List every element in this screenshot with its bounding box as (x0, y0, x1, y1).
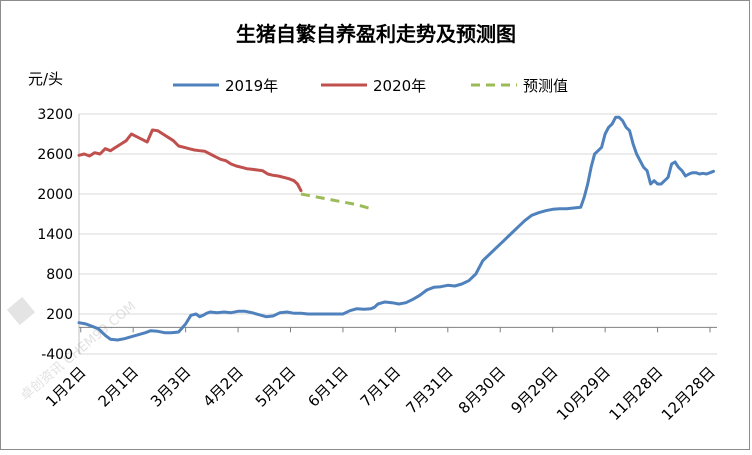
legend-label-2: 预测值 (523, 77, 568, 95)
y-tick-label: 800 (46, 267, 73, 283)
x-tick-label: 7月1日 (357, 363, 404, 410)
gridlines (79, 113, 717, 355)
series-line-1 (77, 128, 303, 193)
x-tick-label: 10月29日 (553, 363, 614, 424)
y-tick-label: 2000 (37, 187, 73, 203)
plot-area (77, 115, 715, 342)
y-axis-ticks: -400 200 800 1400 2000 2600 3200 (37, 107, 80, 363)
x-tick-label: 3月3日 (147, 363, 194, 410)
watermark-logo-mark (6, 296, 36, 326)
x-tick-label: 11月28日 (605, 363, 666, 424)
legend: 2019年 2020年 预测值 (173, 77, 568, 95)
y-tick-label: 3200 (37, 107, 73, 123)
series-line-2 (300, 192, 372, 211)
y-tick-label: 1400 (37, 227, 73, 243)
legend-label-0: 2019年 (225, 77, 278, 95)
series-line-0 (77, 115, 715, 342)
x-tick-label: 12月28日 (658, 363, 719, 424)
y-tick-label: 2600 (37, 147, 73, 163)
y-tick-label: 200 (46, 307, 73, 323)
x-tick-label: 4月2日 (199, 363, 246, 410)
y-tick-label: -400 (41, 347, 73, 363)
x-tick-label: 2月1日 (95, 363, 142, 410)
x-tick-label: 7月31日 (402, 363, 456, 417)
legend-label-1: 2020年 (373, 77, 426, 95)
x-axis: 1月2日 2月1日 3月3日 4月2日 5月2日 6月1日 7月1日7月31日8月30日9月… (42, 326, 719, 424)
x-tick-label: 9月29日 (507, 363, 561, 417)
x-tick-label: 5月2日 (252, 363, 299, 410)
x-tick-label: 6月1日 (304, 363, 351, 410)
x-tick-label: 8月30日 (455, 363, 509, 417)
y-axis-label: 元/头 (28, 70, 63, 88)
chart-title: 生猪自繁自养盈利走势及预测图 (236, 22, 516, 46)
